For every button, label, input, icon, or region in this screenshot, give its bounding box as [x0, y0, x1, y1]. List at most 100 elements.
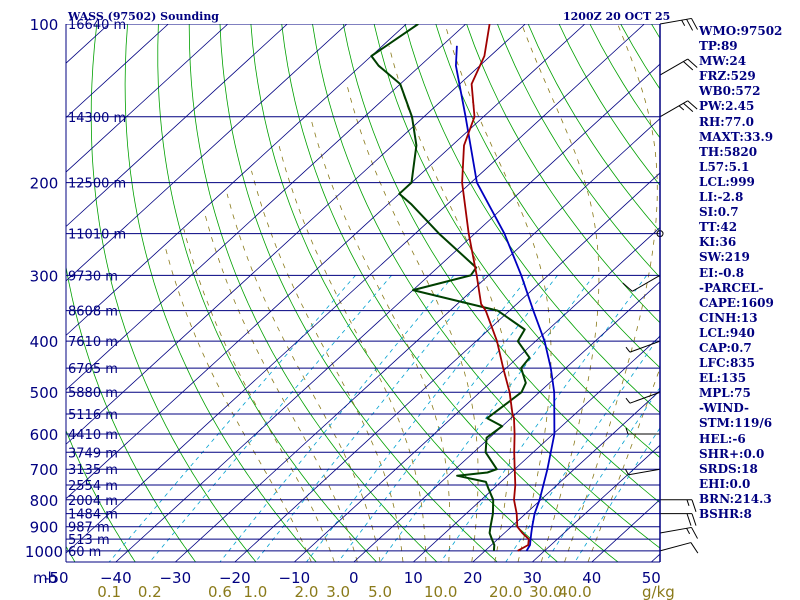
temperature-tick-label: −10: [278, 569, 310, 587]
chart-valid-time: 1200Z 20 OCT 25: [563, 10, 670, 23]
wind-barb: [622, 274, 661, 292]
moist-adiabat: [251, 170, 404, 562]
wind-barbs: [622, 17, 699, 554]
index-item: STM:119/6: [699, 416, 773, 431]
isotherm: [115, 63, 660, 562]
isotherm: [66, 24, 288, 228]
isotherm: [175, 117, 660, 562]
isotherm: [66, 24, 169, 119]
index-item: FRZ:529: [699, 69, 756, 84]
isotherm: [532, 444, 660, 562]
moist-adiabat: [587, 367, 660, 562]
dry-adiabat: [497, 24, 660, 279]
indices-panel: WMO:97502 TP:89 MW:24 FRZ:529 WB0:572 PW:2.45…: [699, 24, 799, 522]
isotherm: [294, 226, 660, 562]
chart-grid: [66, 24, 660, 562]
pressure-label: 1000: [25, 543, 63, 561]
pressure-label: 900: [30, 519, 59, 537]
index-item: -WIND-: [699, 401, 749, 416]
pressure-label: 700: [30, 461, 59, 479]
wind-barb: [659, 100, 698, 118]
temperature-tick-label: −40: [100, 569, 132, 587]
height-label: 3135 m: [68, 463, 118, 478]
wind-barb: [625, 427, 660, 435]
height-label: 513 m: [68, 533, 110, 548]
isotherm: [66, 24, 348, 282]
pressure-label: 200: [30, 175, 59, 193]
wind-barb: [659, 526, 698, 539]
index-item: WMO:97502: [699, 24, 783, 38]
mixing-ratio-line: [108, 275, 356, 562]
height-label: 8608 m: [68, 305, 118, 320]
moist-adiabat: [346, 83, 479, 562]
isotherm: [66, 24, 586, 500]
isotherm: [66, 24, 467, 391]
index-item: MW:24: [699, 54, 747, 69]
mixing-ratio-tick-label: 1.0: [243, 583, 267, 600]
mixing-ratio-line: [337, 275, 558, 562]
chart-profiles: [370, 24, 556, 552]
pressure-label: 300: [30, 267, 59, 285]
wind-barb: [659, 58, 698, 76]
dry-adiabat: [219, 24, 498, 562]
height-label: 3749 m: [68, 446, 118, 461]
index-item: BRN:214.3: [699, 491, 772, 506]
index-item: PW:2.45: [699, 99, 755, 114]
height-label: 987 m: [68, 521, 110, 536]
mixing-ratio-line: [149, 275, 392, 562]
height-label: 14300 m: [68, 111, 126, 126]
pressure-label: 100: [30, 16, 59, 34]
mixing-ratio-tick-label: 40.0: [558, 583, 591, 600]
index-item: TT:42: [699, 220, 738, 235]
temperature-tick-label: -50: [44, 569, 69, 587]
dry-adiabat: [466, 24, 660, 324]
index-item: SRDS:18: [699, 461, 758, 476]
pressure-label: 500: [30, 384, 59, 402]
mixing-ratio-tick-label: 5.0: [368, 583, 392, 600]
mixing-ratio-line: [254, 275, 486, 562]
dry-adiabat: [66, 24, 196, 562]
dewpoint-trace: [370, 24, 531, 551]
temperature-tick-label: −20: [219, 569, 251, 587]
dry-adiabat: [188, 24, 438, 562]
moist-adiabat: [203, 209, 358, 562]
isotherm: [413, 335, 660, 562]
pressure-label: 400: [30, 333, 59, 351]
isotherm: [472, 390, 660, 562]
temperature-tick-label: 10: [404, 569, 423, 587]
height-label: 5880 m: [68, 386, 118, 401]
index-item: -PARCEL-: [699, 280, 764, 295]
wind-barb: [660, 513, 697, 526]
height-label: 60 m: [68, 545, 101, 560]
index-item: KI:36: [699, 235, 737, 250]
isotherm: [353, 281, 660, 562]
temperature-tick-label: 40: [582, 569, 601, 587]
height-label: 6705 m: [68, 362, 118, 377]
isotherm: [234, 172, 660, 562]
mixing-ratio-tick-label: 2.0: [295, 583, 319, 600]
moist-adiabat: [564, 24, 658, 562]
mixing-ratio-line: [379, 275, 595, 562]
pressure-label: 800: [30, 492, 59, 510]
index-item: RH:77.0: [699, 114, 754, 129]
wind-barb: [625, 391, 661, 404]
moist-adiabat: [164, 246, 312, 562]
index-item: EL:135: [699, 371, 747, 386]
moist-adiabat: [278, 145, 427, 562]
index-item: CINH:13: [699, 310, 758, 325]
index-item: EHI:0.0: [699, 476, 751, 491]
dry-adiabat: [342, 24, 660, 504]
moist-adiabat: [183, 228, 335, 562]
height-label: 1484 m: [68, 508, 118, 523]
index-item: SHR+:0.0: [699, 446, 765, 461]
height-label: 2554 m: [68, 479, 118, 494]
index-item: BSHR:8: [699, 507, 752, 521]
isotherm: [66, 24, 229, 173]
height-label: 5116 m: [68, 408, 118, 423]
mixing-ratio-tick-label: 0.1: [97, 583, 121, 600]
temperature-tick-label: 30: [523, 569, 542, 587]
index-item: LI:-2.8: [699, 190, 744, 205]
parcel-trace: [455, 45, 556, 552]
index-item: LFC:835: [699, 356, 755, 371]
